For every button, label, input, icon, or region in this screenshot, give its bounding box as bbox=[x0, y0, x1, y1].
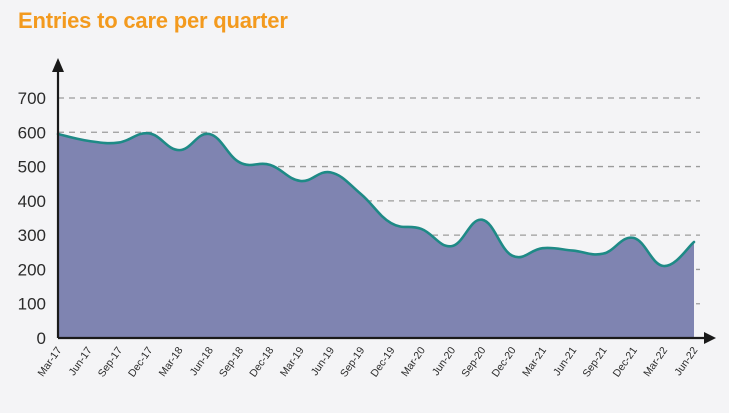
x-tick-label: Mar-22 bbox=[641, 345, 670, 379]
x-tick-label: Sep-17 bbox=[96, 345, 125, 380]
y-tick-label: 400 bbox=[18, 192, 46, 211]
x-tick-label: Mar-21 bbox=[520, 345, 549, 379]
y-tick-label: 600 bbox=[18, 123, 46, 142]
y-tick-label: 500 bbox=[18, 158, 46, 177]
x-tick-label: Dec-21 bbox=[611, 345, 640, 380]
y-axis-tick-labels: 0 100 200 300 400 500 600 700 bbox=[18, 89, 46, 348]
axes bbox=[52, 58, 716, 344]
y-tick-label: 700 bbox=[18, 89, 46, 108]
y-tick-label: 100 bbox=[18, 295, 46, 314]
x-tick-label: Mar-18 bbox=[157, 345, 186, 379]
x-tick-label: Jun-20 bbox=[430, 345, 458, 378]
x-tick-label: Dec-18 bbox=[247, 345, 276, 380]
x-axis-arrow-icon bbox=[704, 332, 716, 344]
x-tick-label: Mar-20 bbox=[399, 345, 428, 379]
chart-title: Entries to care per quarter bbox=[18, 8, 288, 33]
x-tick-label: Sep-19 bbox=[338, 345, 367, 380]
y-axis-arrow-icon bbox=[52, 58, 64, 72]
x-tick-label: Jun-22 bbox=[672, 345, 700, 378]
x-axis-tick-labels: Mar-17 Jun-17 Sep-17 Dec-17 Mar-18 Jun-18 Sep-… bbox=[36, 345, 701, 380]
x-tick-label: Dec-17 bbox=[126, 345, 155, 380]
x-tick-label: Dec-19 bbox=[368, 345, 397, 380]
x-tick-label: Dec-20 bbox=[489, 345, 518, 380]
x-tick-label: Mar-17 bbox=[36, 345, 65, 379]
x-tick-label: Sep-21 bbox=[580, 345, 609, 380]
series-line bbox=[56, 131, 696, 268]
x-tick-label: Sep-20 bbox=[459, 345, 488, 380]
x-tick-label: Sep-18 bbox=[217, 345, 246, 380]
x-tick-label: Jun-18 bbox=[188, 345, 216, 378]
x-tick-label: Mar-19 bbox=[278, 345, 307, 379]
y-tick-label: 0 bbox=[37, 329, 46, 348]
series-area bbox=[58, 133, 694, 338]
y-tick-label: 300 bbox=[18, 226, 46, 245]
x-tick-label: Jun-21 bbox=[551, 345, 579, 378]
x-tick-label: Jun-17 bbox=[66, 345, 94, 378]
x-tick-label: Jun-19 bbox=[309, 345, 337, 378]
y-tick-label: 200 bbox=[18, 260, 46, 279]
